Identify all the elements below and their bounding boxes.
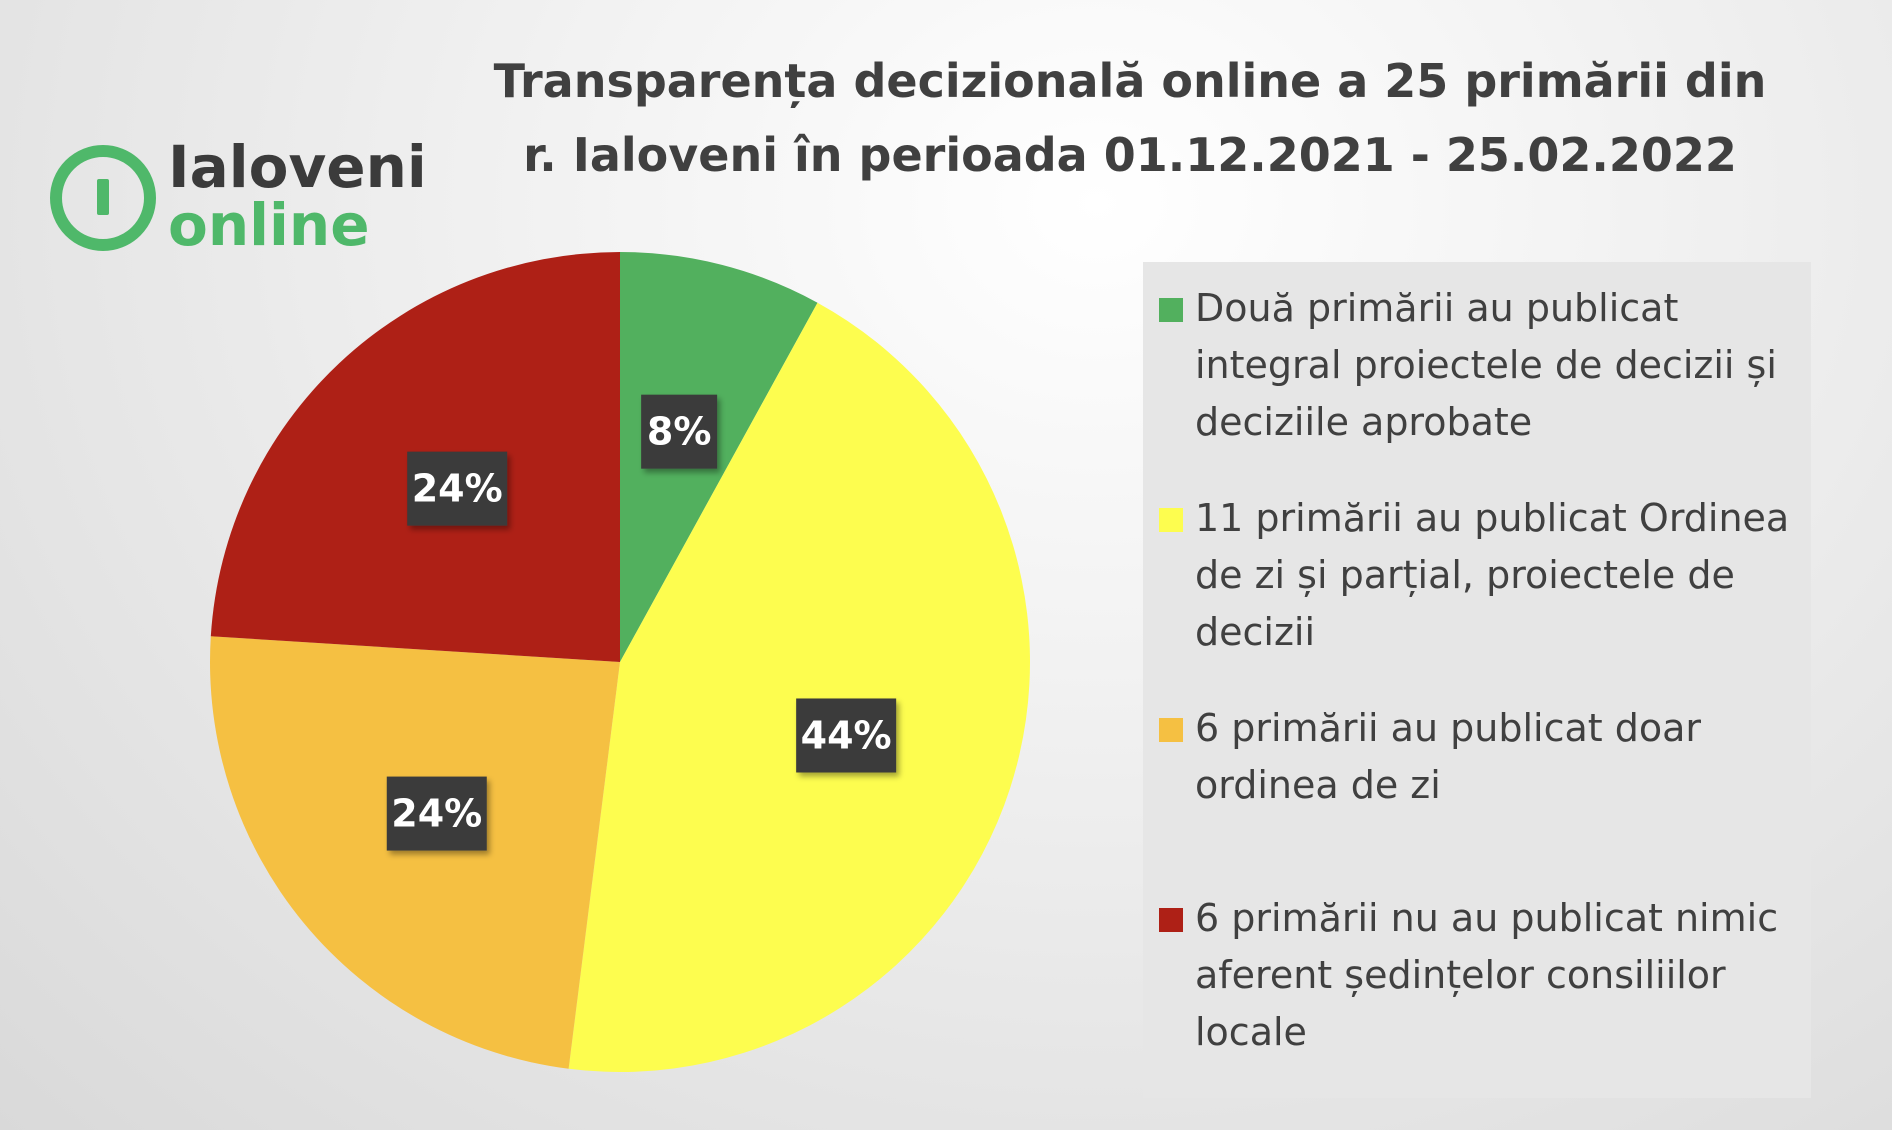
legend-swatch [1159, 718, 1183, 742]
pie-slice-2 [568, 302, 1030, 1072]
legend-label: Două primării au publicat integral proie… [1195, 286, 1777, 444]
logo-text-line-1: Ialoveni [168, 133, 427, 201]
chart-legend: Două primării au publicat integral proie… [1143, 262, 1811, 1098]
logo-text-line-2: online [168, 191, 370, 259]
data-label-text: 24% [391, 792, 482, 836]
data-label-text: 44% [801, 713, 892, 757]
legend-swatch [1159, 908, 1183, 932]
chart-title-line-2: r. Ialoveni în perioada 01.12.2021 - 25.… [523, 128, 1737, 182]
pie-slice-1 [620, 252, 818, 662]
ialoveni-online-logo: Ialoveni online [50, 135, 450, 260]
legend-label: 6 primării nu au publicat nimic aferent … [1195, 896, 1779, 1054]
data-label-3: 24% [386, 776, 487, 851]
chart-title: Transparența decizională online a 25 pri… [470, 44, 1790, 192]
data-label-4: 24% [407, 451, 508, 526]
data-label-text: 24% [412, 467, 503, 511]
legend-swatch [1159, 298, 1183, 322]
legend-swatch [1159, 508, 1183, 532]
data-label-text: 8% [647, 410, 712, 454]
chart-title-line-1: Transparența decizională online a 25 pri… [493, 54, 1767, 108]
legend-label: 6 primării au publicat doar ordinea de z… [1195, 706, 1702, 807]
pie-slice-3 [209, 636, 620, 1069]
data-label-2: 44% [796, 698, 897, 773]
data-label-1: 8% [641, 394, 718, 469]
legend-label: 11 primării au publicat Ordinea de zi și… [1195, 496, 1790, 654]
pie-data-labels: 8% 44% 24% 24% [386, 394, 897, 851]
logo-bar-icon [97, 179, 109, 215]
pie-slices [209, 252, 1030, 1072]
